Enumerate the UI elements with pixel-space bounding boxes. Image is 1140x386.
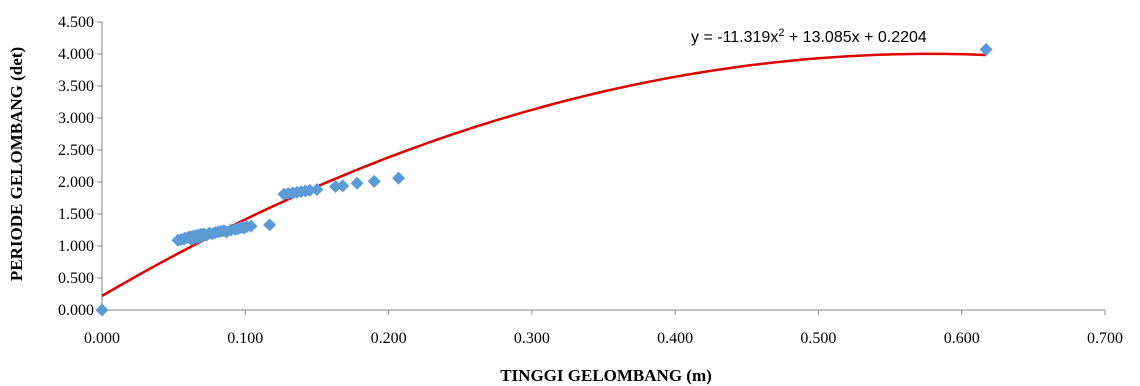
x-tick-label: 0.600 [944, 330, 980, 347]
y-tick-label: 4.000 [58, 46, 94, 63]
data-point [303, 183, 317, 197]
y-tick-label: 2.500 [58, 142, 94, 159]
tick-labels: 0.000 0.500 1.000 1.500 2.000 2.500 3.000 3.500… [58, 14, 1123, 347]
x-tick-label: 0.100 [227, 330, 263, 347]
x-tick-label: 0.400 [657, 330, 693, 347]
x-tick-label: 0.000 [84, 330, 120, 347]
trendline-equation: y = -11.319x2 + 13.085x + 0.2204 [691, 27, 927, 46]
x-tick-label: 0.300 [514, 330, 550, 347]
y-tick-label: 1.000 [58, 238, 94, 255]
y-axis-title: PERIODE GELOMBANG (det) [7, 47, 26, 281]
data-point [263, 218, 277, 232]
data-point [95, 303, 109, 317]
data-point [979, 43, 993, 57]
trendline-curve [101, 52, 987, 297]
y-tick-label: 4.500 [58, 14, 94, 31]
data-point [329, 179, 343, 193]
data-point [392, 171, 406, 185]
y-tick-label: 2.000 [58, 174, 94, 191]
y-tick-label: 1.500 [58, 206, 94, 223]
x-tick-label: 0.200 [371, 330, 407, 347]
y-tick-label: 3.000 [58, 110, 94, 127]
data-points [95, 43, 993, 317]
data-point [244, 219, 258, 233]
data-point [350, 176, 364, 190]
x-axis-title: TINGGI GELOMBANG (m) [500, 366, 712, 385]
trendline-layer [101, 52, 987, 297]
data-point [310, 183, 324, 197]
y-tick-label: 0.500 [58, 270, 94, 287]
x-tick-label: 0.500 [800, 330, 836, 347]
axes [97, 21, 1106, 315]
data-point [336, 179, 350, 193]
y-tick-label: 0.000 [58, 302, 94, 319]
data-point [367, 174, 381, 188]
y-tick-label: 3.500 [58, 78, 94, 95]
x-tick-label: 0.700 [1087, 330, 1123, 347]
